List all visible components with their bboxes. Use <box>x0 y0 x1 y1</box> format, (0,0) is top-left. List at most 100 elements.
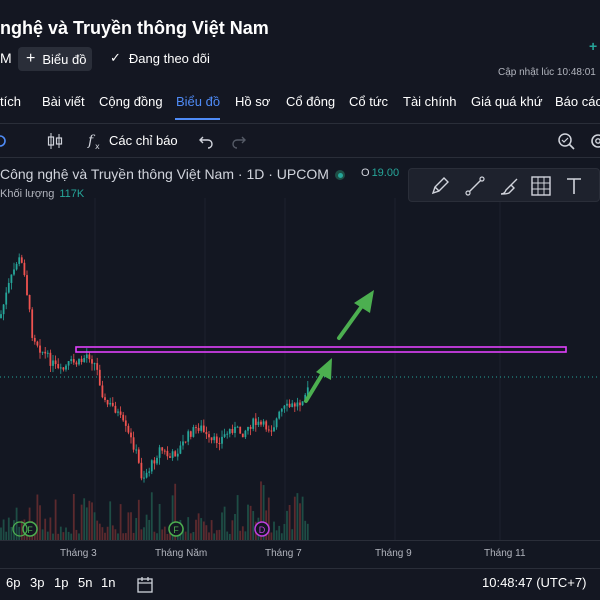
volume-bars <box>0 481 309 540</box>
volume-bar <box>5 531 8 540</box>
volume-bar <box>210 520 213 540</box>
range-1m-button[interactable]: 1p <box>54 575 69 590</box>
volume-bar <box>195 519 197 540</box>
grid-icon[interactable] <box>530 175 552 197</box>
candle-body <box>291 403 294 407</box>
tab-bar: tích Bài viết Cộng đồng Biểu đồ Hồ sơ Cổ… <box>0 84 600 124</box>
price-chart[interactable]: F F D Công nghệ và Truyền thông Việt Nam ·… <box>0 158 600 570</box>
company-name: nghệ và Truyền thông Việt Nam <box>0 18 269 38</box>
line-tool-icon[interactable] <box>464 175 486 197</box>
candle-body <box>184 441 187 443</box>
time-axis[interactable]: Tháng 3 Tháng Năm Tháng 7 Tháng 9 Tháng … <box>0 540 600 568</box>
tab-community[interactable]: Cộng đồng <box>99 94 163 109</box>
tab-profile[interactable]: Hồ sơ <box>235 94 271 109</box>
candle-body <box>179 445 182 454</box>
tab-reports[interactable]: Báo cáo <box>555 94 600 109</box>
candle-body <box>231 429 234 433</box>
chart-legend-title: Công nghệ và Truyền thông Việt Nam · 1D … <box>0 166 329 182</box>
volume-bar <box>241 526 244 540</box>
volume-bar <box>200 518 203 540</box>
candle-body <box>195 427 197 429</box>
tab-analysis[interactable]: tích <box>0 94 21 109</box>
candle-body <box>80 358 83 363</box>
tab-shareholders[interactable]: Cổ đông <box>286 94 336 109</box>
plus-icon: + <box>26 50 36 67</box>
following-button[interactable]: ✓ Đang theo dõi <box>110 50 210 66</box>
candle-body <box>208 434 210 438</box>
volume-bar <box>244 531 247 540</box>
candle-body <box>52 360 54 366</box>
volume-bar <box>88 500 91 540</box>
range-6m-button[interactable]: 6p <box>6 575 21 590</box>
volume-bar <box>67 531 70 540</box>
volume-bar <box>182 528 184 540</box>
plus-icon[interactable]: + <box>589 38 598 54</box>
range-5d-button[interactable]: 5n <box>78 575 93 590</box>
range-1d-button[interactable]: 1n <box>101 575 116 590</box>
candle-body <box>171 451 174 458</box>
volume-bar <box>122 533 125 540</box>
tab-chart[interactable]: Biểu đồ <box>176 94 221 109</box>
range-3m-button[interactable]: 3p <box>30 575 45 590</box>
calendar-range-icon[interactable] <box>136 576 154 594</box>
volume-bar <box>184 531 187 540</box>
volume-bar <box>98 523 101 540</box>
candle-body <box>262 421 265 425</box>
candle-body <box>182 441 184 446</box>
tab-articles[interactable]: Bài viết <box>42 94 85 109</box>
candle-body <box>13 269 15 275</box>
volume-bar <box>270 532 273 540</box>
trend-arrow-1-head <box>316 358 332 380</box>
pencil-icon[interactable] <box>429 175 451 197</box>
fx-icon[interactable]: f x <box>87 131 105 151</box>
candles-icon[interactable] <box>47 132 63 150</box>
horizontal-line-drawing <box>75 346 567 353</box>
gear-icon[interactable] <box>588 131 600 151</box>
candle-body <box>176 453 179 457</box>
indicators-button[interactable]: Các chỉ báo <box>109 133 178 148</box>
volume-legend: Khối lượng 117K <box>0 188 84 200</box>
volume-bar <box>148 519 151 540</box>
tab-history[interactable]: Giá quá khứ <box>471 94 543 109</box>
tab-dividends[interactable]: Cổ tức <box>349 94 389 109</box>
search-chart-icon[interactable] <box>556 131 576 151</box>
volume-bar <box>283 523 286 540</box>
candle-body <box>301 401 304 406</box>
volume-bar <box>205 525 208 540</box>
tab-financials[interactable]: Tài chính <box>403 94 457 109</box>
volume-bar <box>127 512 130 540</box>
candle-body <box>226 433 229 435</box>
candle-body <box>223 434 226 437</box>
candle-body <box>98 369 101 386</box>
candle-body <box>83 358 86 363</box>
candle-body <box>239 426 242 434</box>
volume-bar <box>145 514 148 540</box>
candle-body <box>106 400 109 405</box>
candle-body <box>0 314 2 318</box>
brush-icon[interactable] <box>498 175 520 197</box>
volume-bar <box>75 529 78 540</box>
undo-icon[interactable] <box>198 133 214 149</box>
candle-body <box>72 359 75 363</box>
add-chart-button[interactable]: + Biểu đồ <box>18 47 92 71</box>
open-label: O <box>361 167 370 179</box>
volume-bar <box>80 504 83 540</box>
clock-timezone[interactable]: 10:48:47 (UTC+7) <box>482 575 587 590</box>
redo-icon <box>232 136 246 149</box>
volume-bar <box>291 529 294 540</box>
volume-bar <box>252 511 255 540</box>
volume-bar <box>158 503 161 540</box>
volume-bar <box>236 495 239 540</box>
text-icon[interactable] <box>563 175 585 197</box>
candle-body <box>67 361 70 366</box>
candle-body <box>215 436 218 444</box>
volume-bar <box>44 518 47 540</box>
volume-bar <box>111 525 114 540</box>
candle-body <box>257 421 260 425</box>
candle-body <box>10 274 13 283</box>
symbol-search-icon[interactable] <box>0 133 8 149</box>
volume-bar <box>10 526 13 540</box>
volume-bar <box>130 512 132 540</box>
volume-bar <box>96 520 99 540</box>
